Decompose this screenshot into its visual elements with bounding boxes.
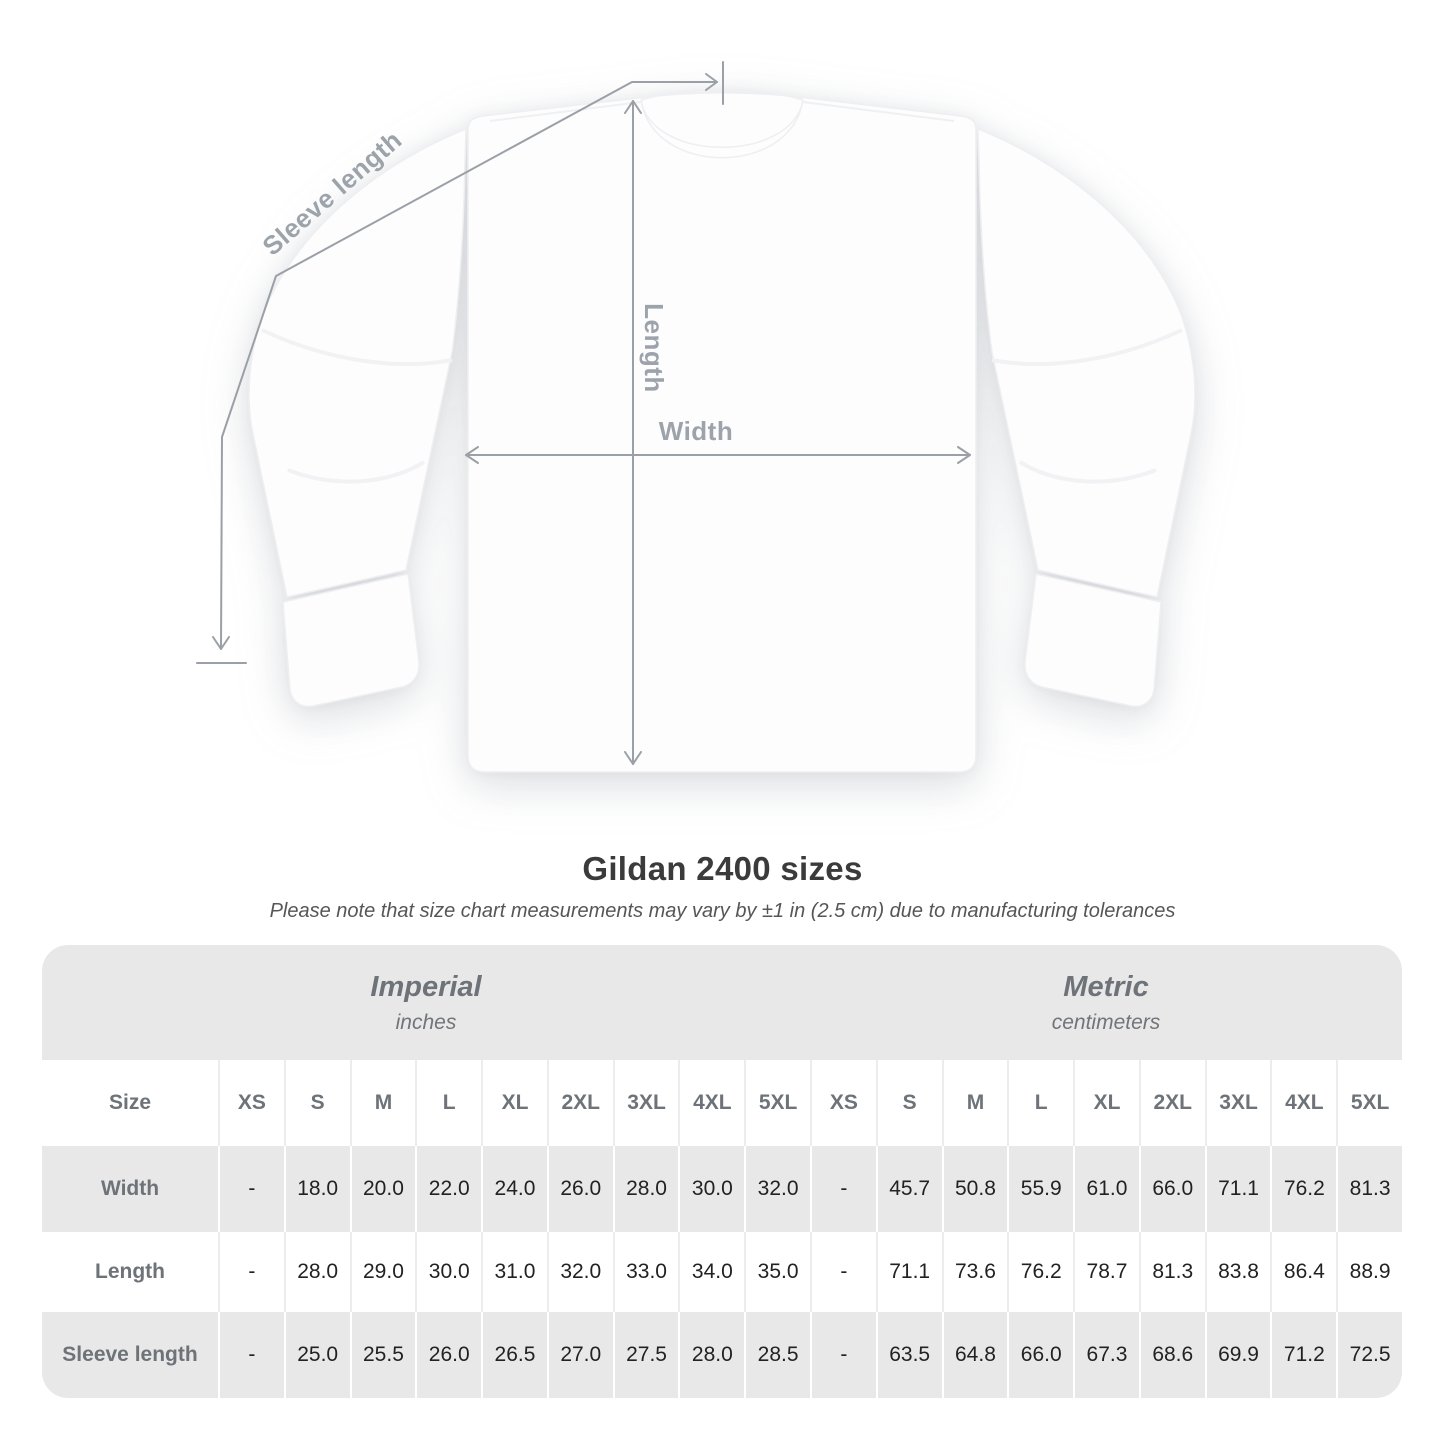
size-value-cell: 86.4: [1270, 1232, 1336, 1312]
size-value-cell: 30.0: [678, 1146, 744, 1232]
size-column-header: S: [875, 1060, 942, 1146]
size-value-cell: 26.5: [481, 1312, 547, 1398]
size-value-cell: 78.7: [1073, 1232, 1139, 1312]
row-label: Length: [95, 1260, 165, 1283]
size-column-header: 5XL: [744, 1060, 810, 1146]
size-value-cell: 22.0: [415, 1146, 481, 1232]
size-value-cell: 32.0: [546, 1232, 613, 1312]
size-value-cell: 71.2: [1270, 1312, 1336, 1398]
width-row: Width - 18.0 20.0 22.0 24.0 26.0 28.0 30…: [42, 1146, 1402, 1232]
size-value-cell: 66.0: [1007, 1312, 1073, 1398]
size-corner-label: Size: [108, 1091, 152, 1114]
row-label: Width: [100, 1177, 160, 1200]
unit-section-row: Imperial inches Metric centimeters: [42, 945, 1402, 1060]
size-value-cell: 69.9: [1204, 1312, 1271, 1398]
size-column-header: 2XL: [546, 1060, 613, 1146]
size-column-header: 4XL: [678, 1060, 744, 1146]
size-column-header: 5XL: [1336, 1060, 1402, 1146]
imperial-title: Imperial: [370, 970, 482, 1003]
size-value-cell: -: [218, 1312, 284, 1398]
size-value-cell: 67.3: [1073, 1312, 1139, 1398]
size-value-cell: 81.3: [1138, 1232, 1205, 1312]
size-value-cell: -: [810, 1312, 876, 1398]
size-value-cell: 26.0: [415, 1312, 481, 1398]
metric-subtitle: centimeters: [1051, 1010, 1161, 1034]
size-value-cell: 28.0: [283, 1232, 350, 1312]
row-label: Sleeve length: [62, 1343, 198, 1366]
size-value-cell: -: [810, 1146, 876, 1232]
size-value-cell: 71.1: [875, 1232, 942, 1312]
size-value-cell: 31.0: [481, 1232, 547, 1312]
metric-section-header: Metric centimeters: [810, 945, 1402, 1060]
size-value-cell: 24.0: [481, 1146, 547, 1232]
size-value-cell: 27.0: [546, 1312, 613, 1398]
size-value-cell: 61.0: [1073, 1146, 1139, 1232]
metric-title: Metric: [1063, 970, 1149, 1003]
size-column-header: 2XL: [1138, 1060, 1205, 1146]
size-value-cell: 18.0: [283, 1146, 350, 1232]
size-column-header: XL: [481, 1060, 547, 1146]
size-value-cell: 72.5: [1336, 1312, 1402, 1398]
size-value-cell: 20.0: [349, 1146, 416, 1232]
size-value-cell: 76.2: [1270, 1146, 1336, 1232]
width-measurement: Width: [465, 416, 971, 464]
length-measurement: Length: [624, 100, 669, 765]
size-value-cell: 30.0: [415, 1232, 481, 1312]
size-value-cell: 45.7: [875, 1146, 942, 1232]
size-value-cell: 64.8: [941, 1312, 1008, 1398]
size-value-cell: 81.3: [1336, 1146, 1402, 1232]
size-column-header: XL: [1073, 1060, 1139, 1146]
shirt-measurement-diagram: Sleeve length Length Width: [196, 61, 1196, 773]
size-value-cell: 73.6: [941, 1232, 1008, 1312]
size-value-cell: 28.0: [678, 1312, 744, 1398]
size-chart-table: Imperial inches Metric centimeters Size …: [42, 945, 1402, 1398]
width-label: Width: [659, 416, 733, 446]
shirt-diagram-area: Sleeve length Length Width: [196, 61, 1196, 773]
imperial-section-header: Imperial inches: [42, 945, 810, 1060]
size-column-header: XS: [218, 1060, 284, 1146]
chart-title: Gildan 2400 sizes: [582, 850, 863, 887]
size-value-cell: 25.5: [349, 1312, 416, 1398]
size-value-cell: 25.0: [283, 1312, 350, 1398]
size-value-cell: 33.0: [612, 1232, 679, 1312]
size-column-header: 4XL: [1270, 1060, 1336, 1146]
size-value-cell: 35.0: [744, 1232, 810, 1312]
size-column-header: 3XL: [1204, 1060, 1271, 1146]
size-value-cell: 28.0: [612, 1146, 679, 1232]
size-value-cell: 88.9: [1336, 1232, 1402, 1312]
size-value-cell: 71.1: [1204, 1146, 1271, 1232]
size-value-cell: -: [218, 1232, 284, 1312]
title-block: Gildan 2400 sizes Please note that size …: [0, 850, 1445, 923]
size-value-cell: 34.0: [678, 1232, 744, 1312]
size-value-cell: 76.2: [1007, 1232, 1073, 1312]
imperial-subtitle: inches: [395, 1010, 457, 1034]
size-value-cell: 27.5: [612, 1312, 679, 1398]
size-column-header: 3XL: [612, 1060, 679, 1146]
size-column-header: L: [415, 1060, 481, 1146]
size-value-cell: -: [810, 1232, 876, 1312]
long-sleeve-shirt-illustration: [248, 88, 1196, 773]
sleeve-length-row: Sleeve length - 25.0 25.5 26.0 26.5 27.0…: [42, 1312, 1402, 1398]
size-value-cell: 26.0: [546, 1146, 613, 1232]
size-column-header: M: [349, 1060, 416, 1146]
size-value-cell: 28.5: [744, 1312, 810, 1398]
size-value-cell: 68.6: [1138, 1312, 1205, 1398]
size-column-header: L: [1007, 1060, 1073, 1146]
size-value-cell: 50.8: [941, 1146, 1008, 1232]
size-value-cell: 29.0: [349, 1232, 416, 1312]
length-row: Length - 28.0 29.0 30.0 31.0 32.0 33.0 3…: [42, 1232, 1402, 1312]
size-column-header: S: [283, 1060, 350, 1146]
size-value-cell: 55.9: [1007, 1146, 1073, 1232]
tolerance-note: Please note that size chart measurements…: [269, 900, 1176, 922]
size-value-cell: 32.0: [744, 1146, 810, 1232]
size-value-cell: -: [218, 1146, 284, 1232]
size-value-cell: 83.8: [1204, 1232, 1271, 1312]
size-value-cell: 66.0: [1138, 1146, 1205, 1232]
size-header-row: Size XS S M L XL 2XL 3XL 4XL 5XL XS S M …: [42, 1060, 1402, 1146]
length-label: Length: [639, 303, 669, 393]
size-column-header: M: [941, 1060, 1008, 1146]
size-column-header: XS: [810, 1060, 876, 1146]
size-value-cell: 63.5: [875, 1312, 942, 1398]
